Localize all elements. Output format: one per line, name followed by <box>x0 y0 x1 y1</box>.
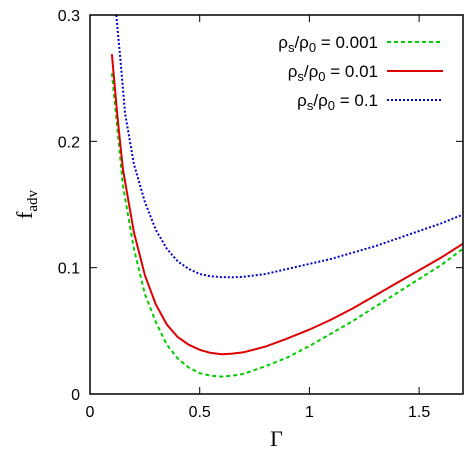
x-tick-label: 1.5 <box>408 404 430 421</box>
legend-label-part: /ρ <box>294 33 308 52</box>
y-tick-label: 0.2 <box>58 134 80 151</box>
plot-frame <box>89 14 464 395</box>
y-tick-label: 0.3 <box>58 8 80 25</box>
legend-label-part: s <box>288 40 295 55</box>
legend-label-part: ρ <box>297 91 307 110</box>
x-tick-label: 0 <box>86 404 95 421</box>
y-tick-label: 0.1 <box>58 261 80 278</box>
y-tick-label: 0 <box>71 387 80 404</box>
legend-label-2: ρs/ρ0 = 0.1 <box>297 91 378 113</box>
x-tick-label: 1 <box>305 404 314 421</box>
series-line-1 <box>110 54 463 356</box>
legend-label-0: ρs/ρ0 = 0.001 <box>278 33 378 55</box>
ticks-layer <box>89 14 463 395</box>
legend-label-part: 0 <box>318 69 325 84</box>
legend-label-part: ρ <box>278 33 288 52</box>
legend-label-part: /ρ <box>313 91 327 110</box>
x-axis-title: Γ <box>270 426 283 451</box>
curves-layer <box>110 15 463 378</box>
legend-label-part: ρ <box>288 62 298 81</box>
series-line-0 <box>110 73 463 378</box>
legend-label-part: 0 <box>309 40 316 55</box>
y-axis-title: fadv <box>12 190 41 219</box>
legend-label-part: = 0.01 <box>326 62 378 81</box>
legend-label-part: s <box>297 69 304 84</box>
legend-label-part: /ρ <box>304 62 318 81</box>
legend-label-part: 0 <box>328 98 335 113</box>
y-axis-title-sub: adv <box>25 190 41 212</box>
legend-label-1: ρs/ρ0 = 0.01 <box>288 62 378 84</box>
legend-label-part: = 0.001 <box>316 33 378 52</box>
y-axis-title-main: f <box>12 211 37 219</box>
legend-label-part: = 0.1 <box>335 91 378 110</box>
legend-label-part: s <box>307 98 314 113</box>
tick-labels-layer: 0 0.5 1 1.5 0 0.1 0.2 0.3 <box>58 8 431 421</box>
x-tick-label: 0.5 <box>189 404 211 421</box>
